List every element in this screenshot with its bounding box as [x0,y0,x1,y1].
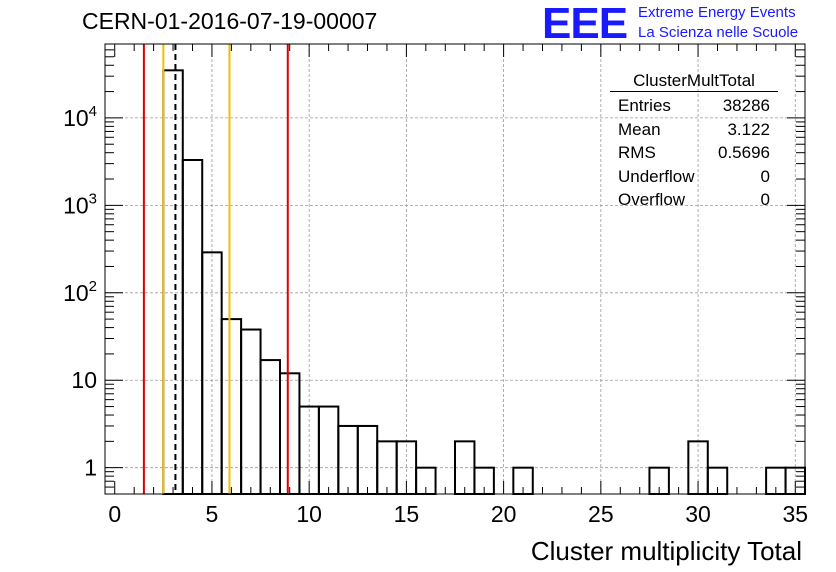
histogram-bin [279,372,301,496]
y-tick-base: 10 [63,105,89,131]
histogram-bin [201,251,223,495]
marker-lines [142,44,289,494]
stats-label: Entries [618,96,671,115]
y-tick-label: 1 [84,455,97,481]
x-tick-label: 0 [108,501,121,527]
histogram-bin [356,424,379,496]
stats-label: Overflow [618,190,686,209]
stats-value: 0 [760,166,770,186]
y-tick-exponent: 3 [89,190,97,207]
stats-title: ClusterMultTotal [610,70,778,92]
logo-line-2: La Scienza nelle Scuole [638,24,799,41]
x-axis-label: Cluster multiplicity Total [531,536,802,566]
stats-box: ClusterMultTotal Entries 38286 Mean 3.122 RM… [610,70,778,212]
stats-row-overflow: Overflow 0 [610,188,778,212]
stats-row-mean: Mean 3.122 [610,118,778,142]
stats-label: Mean [618,119,661,139]
y-tick-label: 10 [71,367,97,393]
histogram-bin [317,405,340,495]
eee-logo: EEE [542,0,628,48]
x-tick-label: 25 [588,501,614,527]
x-tick-label: 15 [394,501,420,527]
x-tick-label: 5 [206,501,219,527]
stats-row-rms: RMS 0.5696 [610,141,778,165]
y-tick-exponent: 4 [89,103,97,120]
x-tick-label: 20 [491,501,517,527]
histogram-bin [162,69,184,495]
logo-line-1: Extreme Energy Events [638,4,796,21]
histogram-bin [240,328,262,495]
y-tick-label: 102 [63,278,97,306]
x-axis-ticks: 0 5 10 15 20 25 30 35 [108,44,808,527]
y-tick-base: 10 [63,280,89,306]
stats-label: RMS [618,143,656,162]
y-tick-base: 1 [84,455,97,481]
y-tick-label: 103 [63,190,97,218]
stats-row-entries: Entries 38286 [610,94,778,118]
stats-row-underflow: Underflow 0 [610,165,778,189]
stats-value: 38286 [722,96,770,115]
stats-value: 3.122 [727,119,770,139]
y-tick-label: 104 [63,103,97,131]
stats-value: 0.5696 [718,143,770,162]
x-tick-label: 30 [685,501,711,527]
histogram-bin [337,424,359,496]
histogram-bin [181,159,204,496]
x-tick-label: 35 [782,501,808,527]
plot-frame [104,43,806,495]
y-tick-base: 10 [71,367,97,393]
y-tick-exponent: 2 [89,278,97,295]
y-tick-base: 10 [63,192,89,218]
run-title: CERN-01-2016-07-19-00007 [82,8,378,34]
stats-label: Underflow [618,166,695,186]
x-tick-label: 10 [296,501,322,527]
stats-value: 0 [760,190,770,209]
